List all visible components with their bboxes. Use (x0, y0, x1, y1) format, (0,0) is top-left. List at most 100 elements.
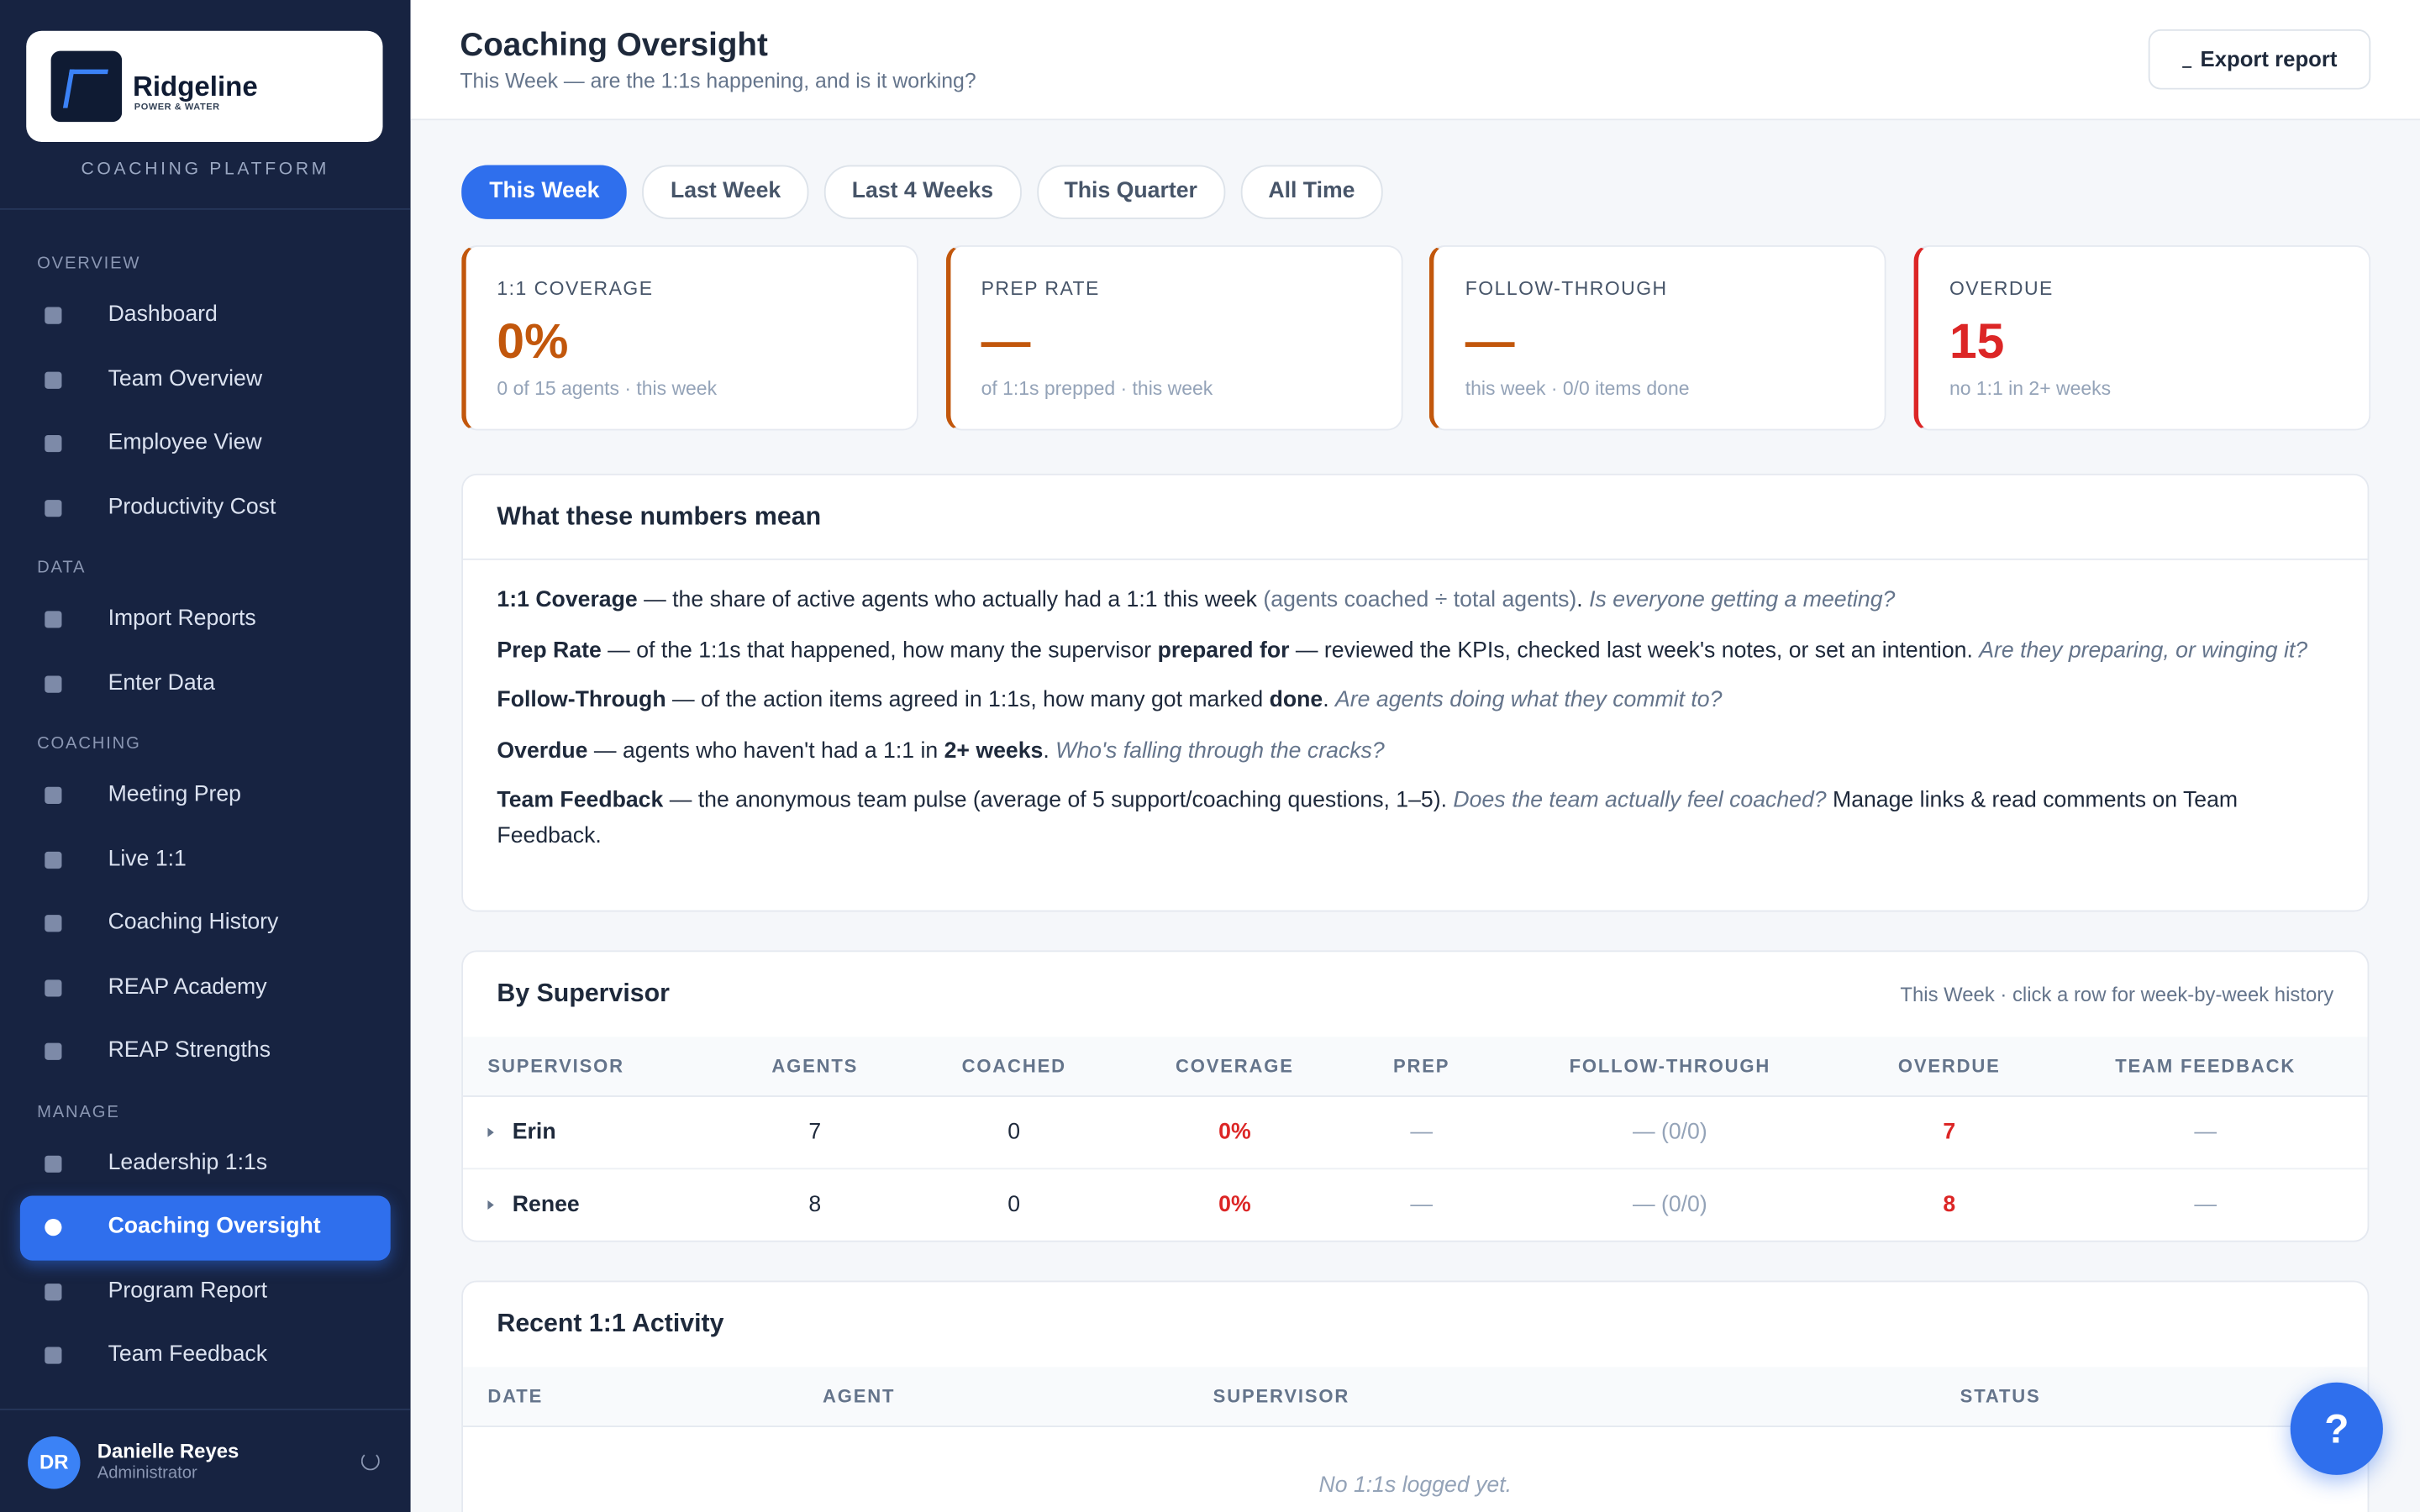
nav-section: MANAGE (37, 1102, 120, 1121)
card-title: What these numbers mean (497, 502, 822, 531)
tab[interactable]: Last Week (642, 165, 809, 219)
nav-label: Dashboard (108, 302, 218, 328)
nav-item[interactable]: REAP Academy (20, 956, 391, 1020)
nav-icon (45, 611, 62, 628)
page-subtitle: This Week — are the 1:1s happening, and … (460, 69, 976, 93)
text-run: Are they preparing, or winging it? (1979, 638, 2308, 663)
nav-icon (45, 1219, 62, 1236)
nav-label: Team Feedback (108, 1341, 268, 1368)
nav-label: Leadership 1:1s (108, 1150, 268, 1175)
text-run: Prep Rate (497, 638, 602, 663)
tab[interactable]: This Week (461, 165, 628, 219)
nav-item[interactable]: Dashboard (20, 284, 391, 348)
cell: 0% (1218, 1120, 1251, 1145)
user-role: Administrator (97, 1464, 197, 1483)
text-run: — the anonymous team pulse (average of 5… (663, 788, 1454, 813)
cell: 0 (1007, 1192, 1021, 1218)
nav-icon (45, 675, 62, 692)
nav-item[interactable]: Coaching Oversight (19, 1195, 391, 1260)
nav-item[interactable]: Coaching History (20, 892, 391, 956)
table-row[interactable]: Renee 8 0 0% — — (0/0) 8 — (463, 1169, 2368, 1240)
column-header: COVERAGE (1175, 1055, 1294, 1078)
export-button[interactable]: Export report (2148, 29, 2371, 90)
column-header: STATUS (1960, 1385, 2041, 1408)
nav-label: Live 1:1 (108, 846, 187, 871)
nav-label: Import Reports (108, 606, 256, 632)
nav-label: Enter Data (108, 670, 215, 696)
nav-label: Employee View (108, 430, 262, 455)
cell: 0 (1007, 1120, 1021, 1145)
column-header: SUPERVISOR (487, 1055, 624, 1078)
tab[interactable]: All Time (1240, 165, 1383, 219)
text-run: done (1269, 688, 1323, 713)
nav-item[interactable]: Live 1:1 (20, 827, 391, 891)
kpi-label: 1:1 COVERAGE (497, 277, 654, 300)
definition: Team Feedback — the anonymous team pulse… (497, 784, 2333, 853)
text-run: Does the team actually feel coached? (1453, 788, 1827, 813)
tab[interactable]: This Quarter (1036, 165, 1225, 219)
definition: Prep Rate — of the 1:1s that happened, h… (497, 633, 2333, 668)
nav-section: DATA (37, 558, 87, 577)
kpi-note: no 1:1 in 2+ weeks (1949, 378, 2112, 400)
cell: 0% (1218, 1192, 1251, 1218)
empty-state: No 1:1s logged yet. (1318, 1473, 1512, 1499)
nav-item[interactable]: Program Report (20, 1260, 391, 1324)
help-button[interactable]: ? (2290, 1382, 2383, 1475)
kpi-value: — (1465, 312, 1515, 369)
text-run: Who's falling through the cracks? (1055, 738, 1385, 764)
column-header: FOLLOW-THROUGH (1569, 1055, 1771, 1078)
cell: — (2194, 1120, 2217, 1145)
nav-icon (45, 1042, 62, 1060)
kpi-card: 1:1 COVERAGE 0% 0 of 15 agents · this week (461, 245, 918, 431)
nav-item[interactable]: Productivity Cost (20, 476, 391, 540)
card-note: This Week · click a row for week-by-week… (1900, 983, 2334, 1006)
cell: 8 (1943, 1192, 1956, 1218)
text-run: Manage links & read comments on Team Fee… (497, 788, 2238, 848)
column-header: COACHED (961, 1055, 1066, 1078)
brand-tagline: POWER & WATER (134, 103, 220, 113)
explainer-text: 1:1 Coverage — the share of active agent… (497, 583, 2333, 869)
table-row[interactable]: Erin 7 0 0% — — (0/0) 7 — (463, 1097, 2368, 1170)
nav-item[interactable]: Team Feedback (20, 1324, 391, 1388)
column-header: AGENTS (771, 1055, 859, 1078)
tab[interactable]: Last 4 Weeks (823, 165, 1022, 219)
text-run: 2+ weeks (944, 738, 1044, 764)
cell: 7 (808, 1120, 822, 1145)
cell: 8 (808, 1192, 822, 1218)
recent-table: Recent 1:1 Activity No 1:1s logged yet. … (461, 1280, 2370, 1512)
cell: — (1410, 1120, 1433, 1145)
nav-item[interactable]: Enter Data (20, 652, 391, 716)
explainer: What these numbers mean 1:1 Coverage — t… (461, 473, 2370, 912)
nav-label: Productivity Cost (108, 494, 276, 520)
text-run: — reviewed the KPIs, checked last week's… (1289, 638, 1980, 663)
nav-label: Coaching Oversight (108, 1214, 321, 1239)
nav: OVERVIEW Dashboard Team Overview Employee V… (0, 236, 411, 1388)
nav-item[interactable]: Import Reports (20, 588, 391, 652)
divider (0, 1408, 411, 1410)
nav-section: OVERVIEW (37, 255, 141, 274)
nav-icon (45, 499, 62, 517)
brand-name: Ridgeline (132, 71, 258, 102)
cell: — (0/0) (1632, 1120, 1707, 1145)
kpi-note: of 1:1s prepped · this week (981, 378, 1213, 400)
nav-item[interactable]: Employee View (20, 412, 391, 475)
nav-item[interactable]: Meeting Prep (20, 764, 391, 827)
text-run: — agents who haven't had a 1:1 in (587, 738, 944, 764)
text-run: . (1576, 587, 1590, 613)
nav-item[interactable]: Team Overview (20, 348, 391, 412)
nav-item[interactable]: Leadership 1:1s (20, 1131, 391, 1195)
supervisor-table: By Supervisor This Week · click a row fo… (461, 950, 2370, 1242)
tabs: This Week Last Week Last 4 Weeks This Quart… (461, 165, 1383, 219)
nav-icon (45, 370, 62, 388)
text-run: Team Feedback (497, 788, 664, 813)
kpi-card: PREP RATE — of 1:1s prepped · this week (945, 245, 1403, 431)
logout[interactable] (360, 1452, 380, 1471)
nav-icon (45, 1154, 62, 1173)
nav-item[interactable]: REAP Strengths (20, 1020, 391, 1084)
kpi-value: — (981, 312, 1031, 369)
nav-label: Team Overview (108, 366, 263, 391)
text-run: 1:1 Coverage (497, 587, 638, 613)
text-run: . (1323, 688, 1336, 713)
